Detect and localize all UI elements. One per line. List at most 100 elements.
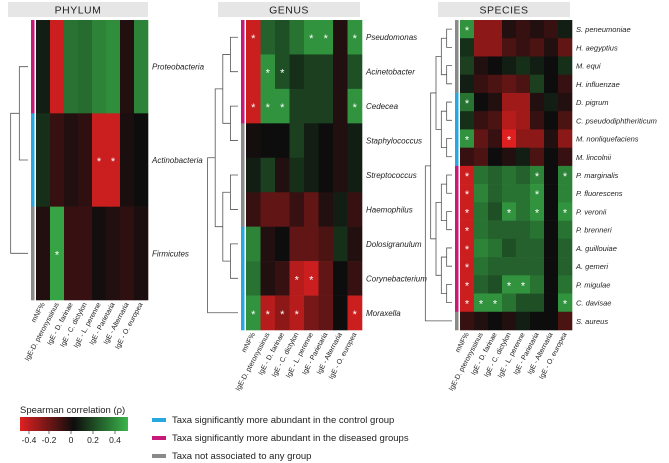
panel-title-box [218,2,360,17]
heatmap-cell [120,113,135,207]
heatmap-cell [474,129,489,148]
dendrogram-branch [230,36,238,73]
heatmap-cell [333,88,348,124]
row-label: M. nonliquefaciens [576,135,639,144]
panel-phylum: PHYLUM * * * Proteobacteria Actinobacteria Fir… [8,2,205,362]
significance-star: * [353,309,358,321]
significance-star: * [465,98,470,110]
significance-star: * [353,33,358,45]
heatmap-cell [289,192,305,227]
heatmap-cell [544,74,559,94]
heatmap-cell [544,220,559,240]
heatmap-cell [92,113,107,207]
group-indicator-bar [31,206,35,301]
significance-star: * [535,207,540,219]
heatmap-cell [318,54,334,90]
dendrogram-branch [440,37,447,76]
row-label: D. pigrum [576,98,609,107]
legend-swatch [152,436,166,440]
heatmap-cell [246,192,261,227]
heatmap-cell [347,226,363,262]
row-label: A. gemeri [575,262,608,271]
row-label: P. fluorescens [576,189,623,198]
heatmap-cell [558,92,573,112]
heatmap-cell [260,261,276,296]
group-indicator-bar [455,92,459,112]
significance-star: * [535,171,540,183]
significance-star: * [324,33,329,45]
heatmap-cell [460,202,475,221]
heatmap-cell [347,261,363,296]
heatmap-cell [558,311,573,331]
heatmap-cell [460,92,475,112]
heatmap-cell [246,54,261,90]
heatmap-cell [502,56,517,76]
heatmap-cell [120,20,135,114]
heatmap-cell [530,202,545,221]
heatmap-cell [304,261,319,296]
heatmap-cell [516,257,531,276]
colorbar-title: Spearman correlation (ρ) [20,405,125,416]
heatmap-cell [530,38,545,57]
heatmap-cell [544,275,559,294]
heatmap-cell [530,238,545,258]
heatmap-cell [289,226,305,262]
heatmap-cell [260,54,276,90]
heatmap-cell [502,147,517,167]
heatmap-cell [460,20,475,39]
heatmap-cell [488,56,503,76]
row-label: Actinobacteria [151,156,203,165]
group-indicator-bar [455,311,459,331]
heatmap-cell [558,238,573,258]
heatmap-cell [558,147,573,167]
group-indicator-bar [241,226,245,262]
heatmap-cell [50,20,65,114]
heatmap-cell [488,184,503,203]
heatmap-cell [530,184,545,203]
heatmap-cell [333,226,348,262]
group-indicator-bar [455,56,459,76]
heatmap-cell [275,226,290,262]
heatmap-cell [558,38,573,57]
panel-title: SPECIES [479,5,528,17]
significance-star: * [465,207,470,219]
heatmap-cell [502,293,517,313]
significance-star: * [280,309,285,321]
group-indicator-bar [241,261,245,296]
significance-star: * [465,280,470,292]
heatmap-cell [530,92,545,112]
heatmap-cell [516,202,531,221]
row-label: Haemophilus [366,205,413,214]
heatmap-cell [502,165,517,185]
group-indicator-bar [455,20,459,39]
heatmap-cell [474,275,489,294]
dendrogram-branch [446,211,452,231]
row-label: P. migulae [576,280,610,289]
significance-star: * [535,189,540,201]
row-label: C. davisae [576,299,611,308]
heatmap-cell [106,206,121,301]
significance-star: * [465,262,470,274]
panel-title-box [438,2,570,17]
heatmap-cell [260,123,276,159]
heatmap-cell [304,295,319,331]
heatmap-cell [558,275,573,294]
heatmap-cell [246,88,261,124]
group-indicator-bar [455,111,459,130]
heatmap-cell [488,129,503,148]
row-label: Firmicutes [152,249,189,258]
dendrogram-branch [440,183,447,221]
heatmap-cell [120,206,135,301]
heatmap-cell [488,92,503,112]
group-indicator-bar [455,202,459,221]
group-indicator-bar [455,257,459,276]
row-label: S. peneumoniae [576,25,631,34]
colorbar-tick-label: 0 [69,435,74,445]
significance-star: * [479,299,484,311]
row-label: Proteobacteria [152,63,205,72]
dendrogram-branch [446,101,452,121]
heatmap-cell [347,54,363,90]
row-label: P. marginalis [576,171,619,180]
heatmap-cell [488,275,503,294]
row-label: Streptococcus [366,171,417,180]
